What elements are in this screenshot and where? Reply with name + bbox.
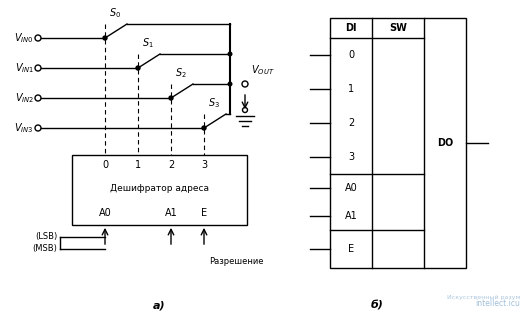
Text: A1: A1: [165, 208, 178, 218]
Text: (MSB): (MSB): [32, 244, 57, 254]
Circle shape: [136, 66, 140, 70]
Text: A1: A1: [344, 211, 357, 221]
Text: Искусственный разум: Искусственный разум: [447, 295, 520, 300]
Text: DI: DI: [345, 23, 357, 33]
Text: $S_0$: $S_0$: [109, 6, 121, 20]
Circle shape: [202, 126, 206, 130]
Text: (LSB): (LSB): [35, 232, 57, 242]
Text: 2: 2: [348, 118, 354, 128]
Text: A0: A0: [99, 208, 111, 218]
Circle shape: [169, 96, 173, 100]
Circle shape: [103, 36, 107, 40]
Text: SW: SW: [389, 23, 407, 33]
Text: $S_2$: $S_2$: [175, 66, 187, 80]
Circle shape: [227, 51, 233, 56]
Text: 1: 1: [348, 84, 354, 94]
Circle shape: [227, 82, 233, 87]
Text: Дешифратор адреса: Дешифратор адреса: [110, 184, 209, 193]
Text: 2: 2: [168, 160, 174, 170]
Text: а): а): [153, 300, 166, 310]
Text: 0: 0: [102, 160, 108, 170]
Text: E: E: [348, 244, 354, 254]
Text: 3: 3: [348, 152, 354, 162]
Text: E: E: [201, 208, 207, 218]
Text: $V_{IN1}$: $V_{IN1}$: [15, 61, 34, 75]
Text: A0: A0: [344, 183, 357, 193]
Text: $V_{IN0}$: $V_{IN0}$: [14, 31, 34, 45]
Text: $V_{OUT}$: $V_{OUT}$: [251, 63, 275, 77]
Text: $S_1$: $S_1$: [142, 36, 154, 50]
Text: intellect.icu: intellect.icu: [475, 299, 520, 308]
Text: 0: 0: [348, 50, 354, 60]
Text: б): б): [370, 300, 383, 310]
Text: DO: DO: [437, 138, 453, 148]
Text: 3: 3: [201, 160, 207, 170]
Text: $V_{IN3}$: $V_{IN3}$: [14, 121, 34, 135]
Text: $S_3$: $S_3$: [208, 96, 220, 110]
Bar: [330, 18, 466, 268]
Bar: [72, 155, 247, 225]
Text: Разрешение: Разрешение: [209, 256, 263, 266]
Text: $V_{IN2}$: $V_{IN2}$: [15, 91, 34, 105]
Text: 1: 1: [135, 160, 141, 170]
